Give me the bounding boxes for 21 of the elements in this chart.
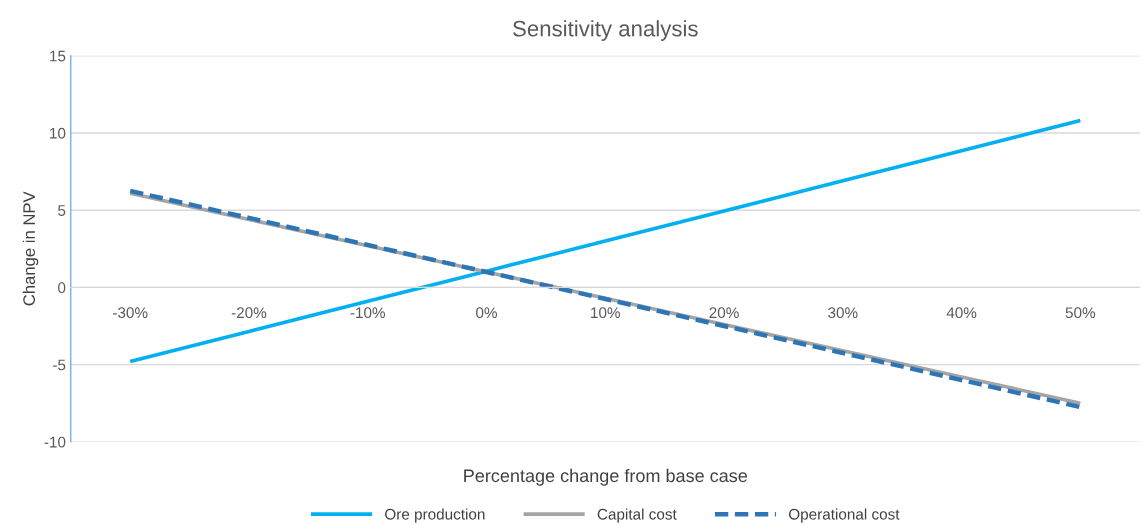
legend-label: Ore production [385,508,485,523]
legend-label: Operational cost [788,508,900,523]
y-tick-label: 10 [50,127,66,139]
x-tick-label: -30% [113,307,148,319]
x-tick-label: 40% [946,307,977,319]
x-tick-label: -10% [350,307,386,319]
x-tick-label: -20% [231,307,267,319]
x-tick-label: 20% [709,307,739,319]
chart-title: Sensitivity analysis [513,20,698,41]
y-tick-label: 0 [58,282,66,294]
x-tick-label: 0% [476,307,497,319]
y-tick-label: 5 [58,205,66,216]
x-tick-label: 10% [591,307,621,319]
x-tick-label: 30% [828,307,858,319]
y-tick-label: 15 [50,50,66,62]
y-tick-label: -10 [44,436,66,448]
x-tick-label: 50% [1065,307,1096,319]
y-tick-label: -5 [53,359,66,371]
y-axis-title: Change in NPV [22,191,39,306]
legend-label: Capital cost [597,508,677,523]
x-axis-title: Percentage change from base case [464,468,747,486]
